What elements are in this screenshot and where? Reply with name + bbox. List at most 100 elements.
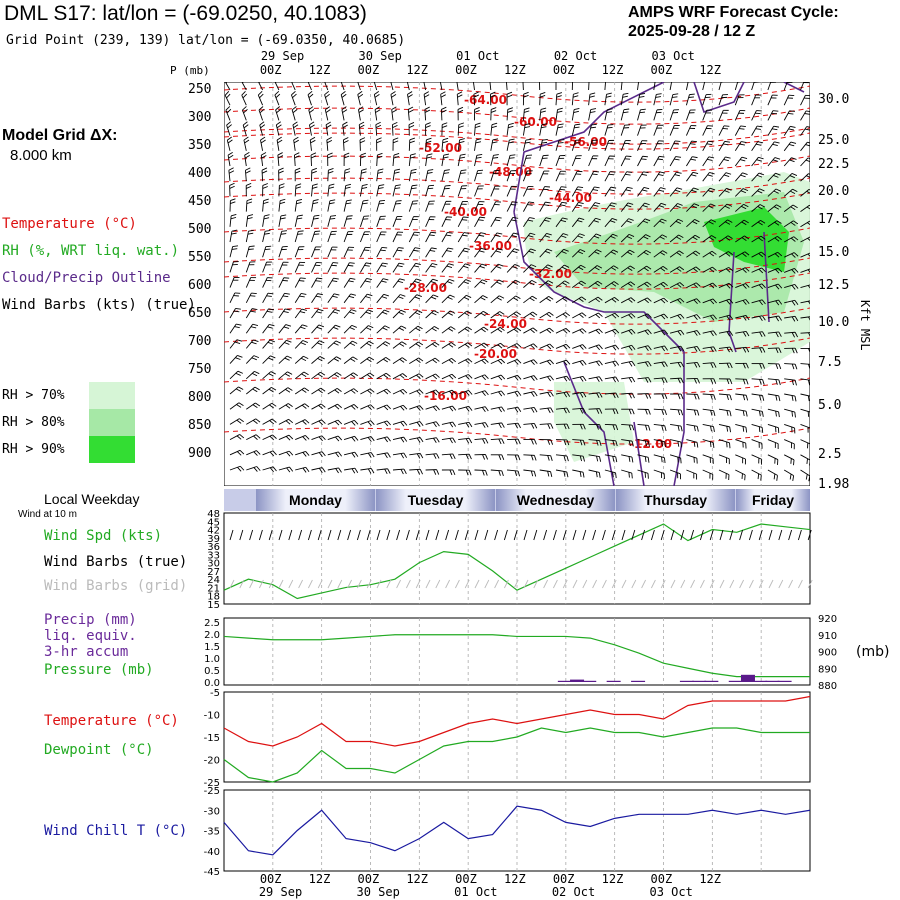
wind-barb [293,136,299,151]
wind-barb-flag [291,82,297,84]
wind-barb [539,154,549,167]
wind-barb-flag [440,91,446,95]
wind-barb-staff [376,154,378,167]
wind-barb-flag [277,155,284,159]
wind-barb-flag [690,143,696,145]
top-time-tick: 00Z [357,63,380,77]
pressure-tick: 920 [818,614,837,625]
wind-barb-staff [685,125,692,136]
wind-barb-flag [426,137,432,141]
wind-barb-flag [341,93,347,98]
wind-barb-staff [767,141,775,152]
wind-barb [505,82,512,91]
wind-barb-flag [376,137,382,141]
wind-barb-flag [608,139,615,141]
wind-barb-flag [360,155,366,159]
wind-barb [653,155,665,167]
wind-barb-flag [805,159,810,163]
wind-barb [408,153,416,167]
wind-chill-tick: -25 [204,786,220,797]
wind-barb [783,157,797,167]
wind-barb-flag [623,127,630,129]
wind-barb-staff [224,95,231,106]
wind-barb [685,125,697,136]
wind-barb-staff [290,82,296,91]
wind-barb [669,93,679,106]
wind-barb-flag [656,111,662,114]
wind-barb-staff [767,82,772,91]
wind-barb-staff [375,124,378,136]
wind-barb-flag [424,106,430,110]
wind-barb-flag [623,111,629,114]
wind-barb-staff [555,109,558,121]
pressure-tick-label: 600 [188,278,212,293]
wind-barb-flag [772,94,778,96]
wind-barb [474,138,482,151]
wind-barb-staff [522,82,524,91]
wind-barb-flag [294,155,300,159]
wind-barb [669,140,681,152]
temperature-contour [224,192,810,210]
wind-barb-staff [376,170,379,182]
pressure-tick-label: 400 [188,166,212,181]
wind-barb [653,140,664,151]
wind-barb [620,140,631,151]
wind-barb-flag [506,91,513,95]
wind-barb-flag [641,140,648,142]
wind-barb-flag [689,127,696,129]
wind-barb-staff [686,156,693,167]
wind-barb [571,155,582,167]
wind-barb-staff [326,139,329,151]
wind-barb-flag [673,109,679,111]
wind-barb-flag [492,141,498,144]
wind-barb [734,94,745,106]
wind-barb [783,125,796,136]
wind-barb-staff [783,95,790,106]
wind-barb-staff [456,82,459,91]
bottom-date-label: 01 Oct [454,885,498,899]
precip-tick: 1.0 [204,654,220,665]
wind-barb-flag [707,158,713,161]
wind-barb-flag [460,153,466,156]
wind-barb [473,91,480,106]
wind-barb [588,123,597,136]
wind-barb-staff [226,124,231,136]
wind-barb [538,82,545,91]
wind-barb-staff [359,170,362,182]
wind-barb-staff [685,109,691,121]
wind-barb [324,90,330,106]
wind-barb-flag [558,139,565,141]
wind-barb-flag [425,122,431,126]
wind-barb-flag [640,143,647,145]
precip-tick: 0.5 [204,666,220,677]
wind-barb [718,125,730,136]
wind-barb-flag [772,110,779,112]
wind-barb-staff [490,124,493,136]
wind-barb-flag [295,167,301,171]
wind-barb-flag [509,154,516,156]
wind-barb [588,92,596,106]
wind-barb [522,107,530,121]
wind-barb-flag [326,124,332,129]
wind-barb-staff [323,82,329,91]
wind-barb [588,108,597,121]
wind-barb-staff [425,139,427,151]
wind-barb [389,82,396,91]
wind-barb [259,121,266,136]
wind-barb-staff [702,141,709,152]
wind-barb-staff [457,124,460,136]
wind-barb-flag [724,140,731,143]
wind-barb-flag [771,97,777,99]
wind-barb-flag [278,170,284,174]
wind-barb [800,94,810,106]
wind-barb-flag [540,110,546,113]
wind-barb-flag [491,125,497,129]
wind-barb-flag [309,124,315,129]
wind-barb-flag [309,109,315,114]
wind-barb-flag [525,141,531,144]
bottom-time-tick: 12Z [699,872,722,886]
wind-barb-staff [474,124,476,136]
wind-barb-staff [783,126,791,136]
wind-barb-flag [558,142,564,144]
wind-barb-flag [757,141,764,144]
